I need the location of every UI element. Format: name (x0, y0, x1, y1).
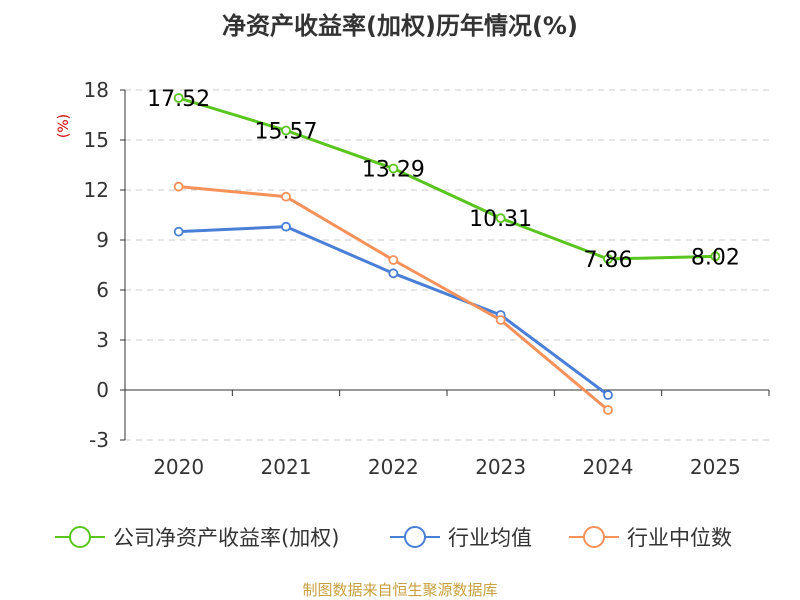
y-tick-label: 15 (84, 128, 109, 152)
x-tick-label: 2023 (475, 455, 526, 479)
series-line-1 (178, 225, 609, 397)
gridlines (125, 89, 769, 441)
data-point-0 (388, 163, 399, 174)
x-tick-label: 2022 (368, 455, 419, 479)
data-point-2 (603, 405, 613, 415)
y-tick-label: 18 (84, 78, 109, 102)
series-line-2 (178, 185, 609, 412)
data-label: 15.57 (255, 120, 318, 145)
legend-label-2: 行业中位数 (627, 526, 732, 550)
y-tick-label: 3 (96, 328, 109, 352)
y-tick-label: 9 (96, 228, 109, 252)
series-lines (173, 93, 721, 415)
data-point-0 (603, 254, 613, 264)
data-point-0 (281, 125, 291, 136)
data-label: 17.52 (147, 87, 210, 112)
data-label: 10.31 (469, 207, 532, 232)
data-point-2 (173, 181, 184, 192)
legend-marker-0 (69, 526, 91, 548)
x-tick-label: 2021 (261, 455, 312, 479)
source-note: 制图数据来自恒生聚源数据库 (302, 581, 497, 599)
y-tick-label: 12 (84, 178, 109, 202)
data-point-2 (495, 315, 506, 325)
x-tick-label: 2020 (153, 455, 204, 479)
y-tick-label: 0 (96, 378, 109, 402)
axes: 18 15 12 9 6 3 0 -3 2020 2021 2022 2023 2024 2025 (84, 78, 770, 479)
legend-marker-1 (404, 526, 426, 548)
data-point-0 (173, 93, 184, 103)
chart-title: 净资产收益率(加权)历年情况(%) (222, 12, 578, 40)
data-point-2 (281, 191, 291, 202)
legend-label-0: 公司净资产收益率(加权) (113, 526, 339, 550)
data-point-0 (495, 213, 506, 224)
data-label: 7.86 (584, 248, 633, 273)
y-tick-label: -3 (89, 428, 109, 452)
data-point-0 (710, 251, 721, 262)
legend-label-1: 行业均值 (448, 526, 532, 550)
x-tick-label: 2025 (690, 455, 741, 479)
series-line-0 (178, 96, 716, 261)
x-tick-label: 2024 (583, 455, 634, 479)
data-point-1 (388, 268, 399, 279)
data-labels: 17.52 15.57 13.29 10.31 7.86 8.02 (147, 87, 740, 273)
data-point-1 (281, 221, 291, 232)
legend-marker-2 (583, 526, 605, 548)
y-axis-label: (%) (56, 114, 72, 138)
y-tick-label: 6 (96, 278, 109, 302)
data-label: 13.29 (362, 158, 425, 183)
data-point-1 (603, 390, 613, 400)
legend: 公司净资产收益率(加权) 行业均值 行业中位数 (55, 526, 732, 550)
data-point-1 (173, 226, 184, 237)
data-point-2 (388, 255, 399, 265)
data-label: 8.02 (691, 245, 740, 270)
